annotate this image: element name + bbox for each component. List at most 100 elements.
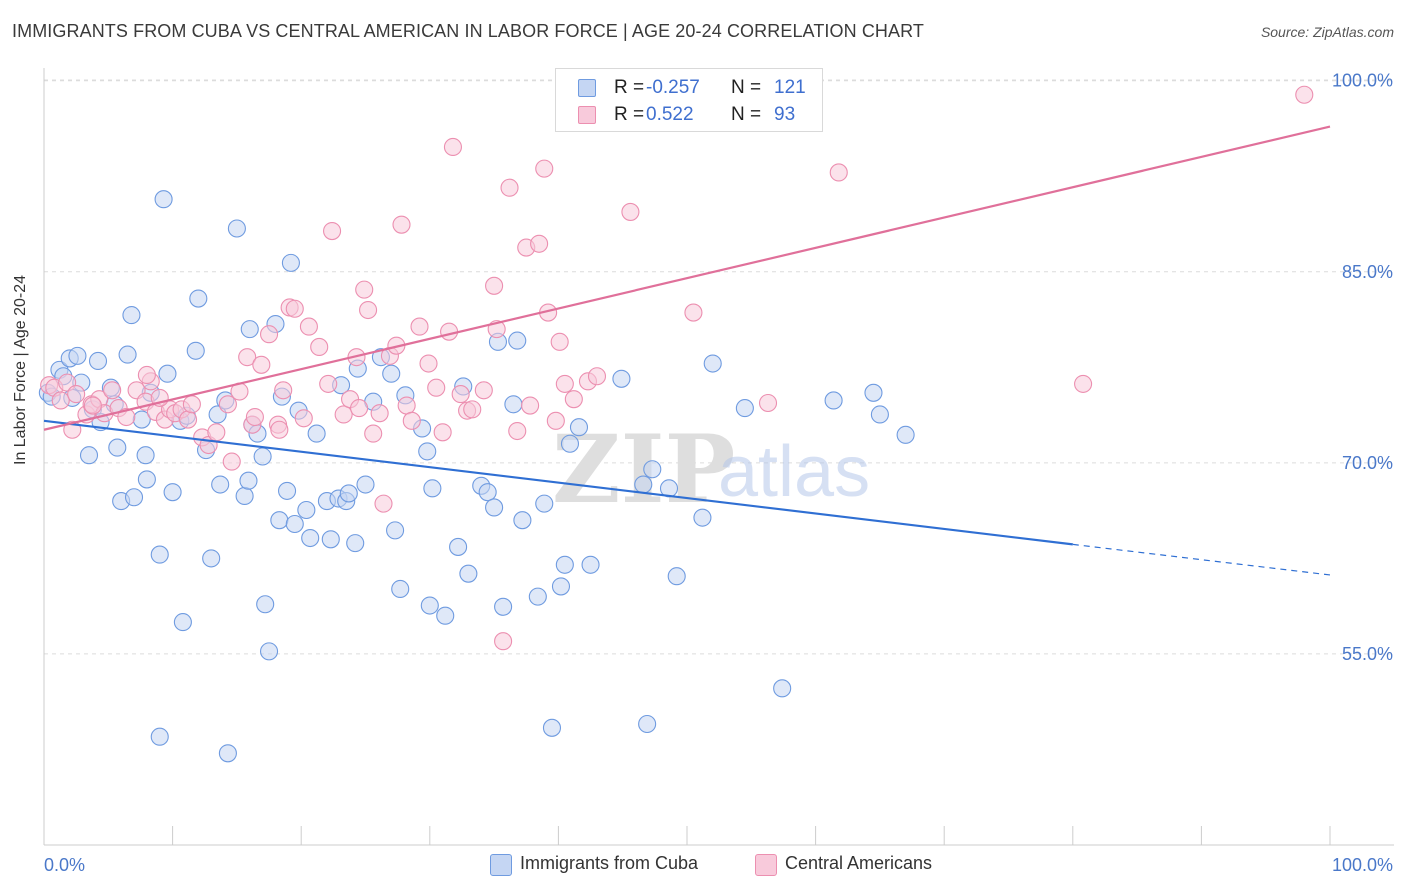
cuba-point xyxy=(239,471,258,490)
cuba-point xyxy=(278,481,297,500)
central-americans-point xyxy=(1295,85,1314,104)
cuba-point xyxy=(253,447,272,466)
central-americans-point xyxy=(530,234,549,253)
correlation-legend: R = -0.257 N = 121 R = 0.522 N = 93 xyxy=(555,68,823,132)
cuba-point xyxy=(202,549,221,568)
central-americans-point xyxy=(829,163,848,182)
cuba-point xyxy=(321,530,340,549)
cuba-point xyxy=(485,498,504,517)
cuba-point xyxy=(297,500,316,520)
central-americans-point xyxy=(1074,374,1093,393)
central-americans-point xyxy=(222,452,241,471)
cuba-point xyxy=(386,521,405,540)
central-americans-point xyxy=(474,381,493,400)
cuba-point xyxy=(108,438,127,457)
cuba-point xyxy=(285,514,304,534)
cuba-point xyxy=(494,597,513,616)
legend-r-label: R = xyxy=(614,77,645,98)
cuba-point xyxy=(137,470,156,489)
cuba-point xyxy=(667,567,686,586)
central-americans-point xyxy=(370,404,389,423)
central-americans-point xyxy=(440,322,459,341)
cuba-point xyxy=(773,679,792,698)
central-americans-point xyxy=(285,299,304,318)
cuba-point xyxy=(173,613,192,632)
central-americans-point xyxy=(207,423,226,442)
cuba-point xyxy=(504,395,523,414)
central-americans-point xyxy=(182,395,201,414)
cuba-point xyxy=(346,534,365,553)
cuba-point xyxy=(256,595,275,614)
legend-n-value: 121 xyxy=(774,77,806,98)
central-americans-point xyxy=(587,367,607,386)
cuba-point xyxy=(136,446,155,465)
cuba-point xyxy=(423,479,442,498)
legend-n-label: N = xyxy=(731,77,762,98)
x-tick-label: 0.0% xyxy=(44,855,85,875)
cuba-point xyxy=(449,537,468,556)
y-tick-label: 55.0% xyxy=(1342,644,1393,664)
central-americans-point xyxy=(218,395,237,414)
cuba-point xyxy=(513,511,532,530)
cuba-point xyxy=(638,714,657,734)
legend-label-central-americans: Central Americans xyxy=(785,853,933,873)
central-americans-point xyxy=(252,355,271,374)
cuba-point xyxy=(281,253,300,272)
central-americans-point xyxy=(550,332,569,351)
chart-title: IMMIGRANTS FROM CUBA VS CENTRAL AMERICAN… xyxy=(12,21,924,41)
cuba-point xyxy=(612,369,631,388)
watermark-atlas: atlas xyxy=(718,432,870,512)
central-americans-point xyxy=(374,494,393,513)
legend-n-label: N = xyxy=(731,104,762,125)
cuba-point xyxy=(555,555,574,574)
cuba-point xyxy=(382,364,401,383)
cuba-point xyxy=(218,744,237,763)
y-axis-label: In Labor Force | Age 20-24 xyxy=(12,274,29,465)
legend-swatch-cuba xyxy=(578,79,596,97)
cuba-point xyxy=(420,596,439,615)
central-americans-point xyxy=(178,410,198,429)
central-americans-point xyxy=(392,215,411,234)
cuba-point xyxy=(163,483,182,502)
cuba-point xyxy=(560,434,580,453)
cuba-point xyxy=(528,587,547,606)
cuba-trend-extension xyxy=(1072,543,1331,576)
cuba-point xyxy=(124,488,144,507)
central-americans-point xyxy=(319,374,338,393)
legend-r-value: -0.257 xyxy=(646,77,700,98)
central-americans-point xyxy=(355,280,374,299)
cuba-point xyxy=(122,306,141,325)
central-americans-point xyxy=(463,400,482,419)
cuba-trend-line xyxy=(43,419,1073,546)
central-americans-point xyxy=(350,399,369,418)
cuba-point xyxy=(643,460,662,479)
cuba-point xyxy=(703,354,722,373)
central-americans-point xyxy=(299,317,318,336)
central-americans-point xyxy=(103,381,122,400)
central-americans-point xyxy=(521,396,540,415)
cuba-point xyxy=(391,579,410,599)
central-americans-point xyxy=(359,300,378,320)
central-americans-point xyxy=(758,393,778,413)
legend-label-cuba: Immigrants from Cuba xyxy=(520,853,699,873)
cuba-point xyxy=(508,331,527,350)
central-americans-point xyxy=(433,423,452,442)
x-tick-labels: 0.0% 100.0% xyxy=(44,855,1393,875)
cuba-point xyxy=(356,475,375,494)
legend-swatch-cuba xyxy=(490,854,512,876)
central-americans-point xyxy=(274,381,293,400)
cuba-point xyxy=(535,494,554,513)
legend-r-value: 0.522 xyxy=(646,104,694,125)
cuba-point xyxy=(870,405,889,424)
cuba-point xyxy=(154,190,173,209)
central-americans-point xyxy=(419,354,438,373)
source-label: Source: ZipAtlas.com xyxy=(1260,24,1394,40)
central-americans-point xyxy=(245,407,264,427)
central-americans-point xyxy=(485,276,504,295)
legend-row-cuba: R = -0.257 N = 121 xyxy=(556,75,822,101)
cuba-point xyxy=(270,511,289,530)
cuba-point xyxy=(150,727,169,746)
central-americans-point xyxy=(323,221,342,241)
cuba-point xyxy=(189,289,208,308)
central-americans-point xyxy=(451,385,470,404)
